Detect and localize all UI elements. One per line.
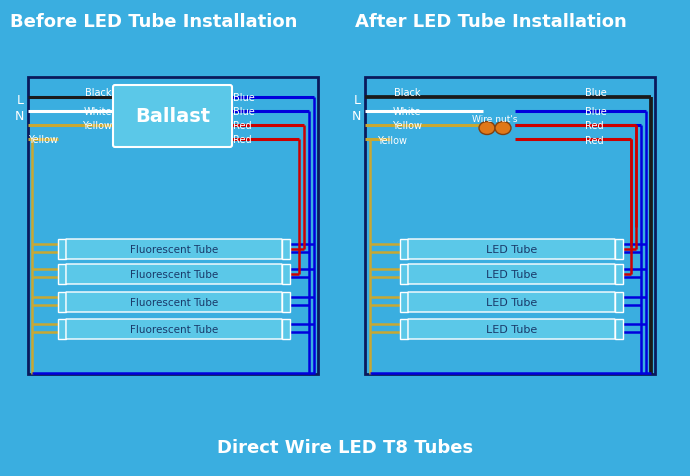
Bar [282, 292, 290, 312]
Text: Red: Red [585, 121, 604, 131]
Text: L: L [17, 93, 24, 106]
Bar [400, 319, 408, 339]
Bar [58, 292, 66, 312]
Text: After LED Tube Installation: After LED Tube Installation [355, 13, 627, 31]
Text: Yellow: Yellow [82, 121, 112, 131]
Text: L: L [354, 93, 361, 106]
Bar [615, 292, 623, 312]
FancyBboxPatch shape [66, 239, 282, 259]
Bar [58, 265, 66, 284]
Text: N: N [14, 109, 24, 122]
Text: Red: Red [585, 136, 604, 146]
Ellipse shape [495, 122, 511, 135]
Ellipse shape [479, 122, 495, 135]
Text: Red: Red [233, 121, 252, 131]
Text: Yellow: Yellow [392, 121, 422, 131]
Text: LED Tube: LED Tube [486, 269, 537, 279]
Text: Before LED Tube Installation: Before LED Tube Installation [10, 13, 297, 31]
Bar [282, 265, 290, 284]
Text: Yellow: Yellow [28, 135, 58, 145]
FancyBboxPatch shape [408, 292, 615, 312]
Text: Blue: Blue [585, 107, 607, 117]
Text: Blue: Blue [233, 107, 255, 117]
Bar [615, 319, 623, 339]
Text: Black: Black [86, 88, 112, 98]
FancyBboxPatch shape [408, 265, 615, 284]
Text: Fluorescent Tube: Fluorescent Tube [130, 298, 218, 307]
Text: Blue: Blue [585, 88, 607, 98]
Text: Wire nut's: Wire nut's [472, 114, 518, 123]
Bar [282, 239, 290, 259]
Bar [400, 265, 408, 284]
Bar [400, 239, 408, 259]
Text: Black: Black [394, 88, 420, 98]
Text: Fluorescent Tube: Fluorescent Tube [130, 245, 218, 255]
Text: Fluorescent Tube: Fluorescent Tube [130, 324, 218, 334]
Text: Fluorescent Tube: Fluorescent Tube [130, 269, 218, 279]
Text: White: White [83, 107, 112, 117]
Bar [615, 265, 623, 284]
Text: LED Tube: LED Tube [486, 298, 537, 307]
FancyBboxPatch shape [408, 239, 615, 259]
Text: Yellow: Yellow [377, 136, 407, 146]
Text: N: N [352, 109, 361, 122]
Text: White: White [393, 107, 422, 117]
Bar [400, 292, 408, 312]
FancyBboxPatch shape [408, 319, 615, 339]
Text: Ballast: Ballast [135, 107, 210, 126]
Text: Direct Wire LED T8 Tubes: Direct Wire LED T8 Tubes [217, 438, 473, 456]
Text: Blue: Blue [233, 93, 255, 103]
FancyBboxPatch shape [66, 319, 282, 339]
FancyBboxPatch shape [66, 292, 282, 312]
Text: LED Tube: LED Tube [486, 324, 537, 334]
Bar [615, 239, 623, 259]
Text: Red: Red [233, 135, 252, 145]
Bar [365, 78, 655, 374]
FancyBboxPatch shape [113, 86, 232, 148]
Text: LED Tube: LED Tube [486, 245, 537, 255]
Bar [28, 78, 318, 374]
Bar [58, 239, 66, 259]
Bar [282, 319, 290, 339]
FancyBboxPatch shape [66, 265, 282, 284]
Bar [58, 319, 66, 339]
